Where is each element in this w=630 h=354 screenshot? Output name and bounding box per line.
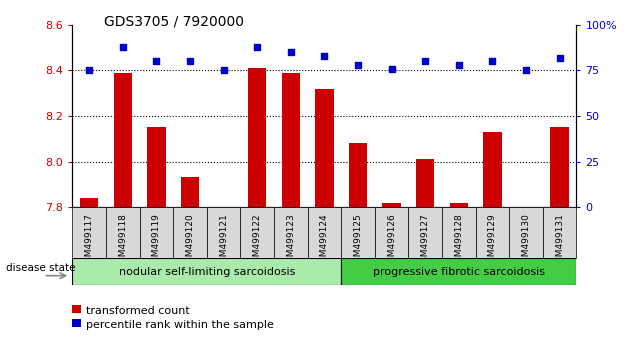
Bar [315,88,334,207]
Bar [551,127,569,207]
Bar [476,207,509,258]
Text: GSM499130: GSM499130 [522,213,530,268]
Point [252,44,262,50]
Bar [80,198,98,207]
Bar [241,207,274,258]
Text: disease state: disease state [6,263,76,273]
Bar [106,207,140,258]
Bar [543,207,576,258]
Text: percentile rank within the sample: percentile rank within the sample [86,320,273,330]
Bar [341,207,375,258]
Point [319,53,329,59]
Text: GDS3705 / 7920000: GDS3705 / 7920000 [104,14,244,28]
Point [521,68,531,73]
Text: GSM499120: GSM499120 [186,213,195,268]
Text: transformed count: transformed count [86,306,190,316]
Point [151,58,161,64]
Point [185,58,195,64]
Bar [274,207,307,258]
Bar [382,202,401,207]
Bar [307,207,341,258]
Bar [207,207,241,258]
Text: GSM499124: GSM499124 [320,213,329,268]
Bar [248,68,266,207]
Bar [341,258,576,285]
Bar [375,207,408,258]
Text: GSM499117: GSM499117 [85,213,94,268]
Bar [282,73,300,207]
Bar [416,159,435,207]
Text: GSM499131: GSM499131 [555,213,564,268]
Text: GSM499122: GSM499122 [253,213,261,268]
Bar [483,132,501,207]
Point [353,62,363,68]
Bar [140,207,173,258]
Text: GSM499125: GSM499125 [353,213,362,268]
Bar [408,207,442,258]
Text: GSM499129: GSM499129 [488,213,497,268]
Text: GSM499119: GSM499119 [152,213,161,268]
Bar [72,258,341,285]
Point [420,58,430,64]
Point [554,55,564,61]
Point [387,66,397,72]
Point [488,58,498,64]
Point [286,49,296,55]
Point [118,44,128,50]
Text: GSM499126: GSM499126 [387,213,396,268]
Bar [147,127,166,207]
Bar [349,143,367,207]
Text: GSM499123: GSM499123 [287,213,295,268]
Text: GSM499121: GSM499121 [219,213,228,268]
Bar [450,202,468,207]
Point [219,68,229,73]
Bar [181,177,199,207]
Text: GSM499128: GSM499128 [454,213,463,268]
Text: GSM499118: GSM499118 [118,213,127,268]
Text: GSM499127: GSM499127 [421,213,430,268]
Text: nodular self-limiting sarcoidosis: nodular self-limiting sarcoidosis [118,267,295,277]
Bar [113,73,132,207]
Bar [442,207,476,258]
Text: progressive fibrotic sarcoidosis: progressive fibrotic sarcoidosis [373,267,545,277]
Bar [72,207,106,258]
Bar [173,207,207,258]
Bar [509,207,543,258]
Point [84,68,94,73]
Point [454,62,464,68]
